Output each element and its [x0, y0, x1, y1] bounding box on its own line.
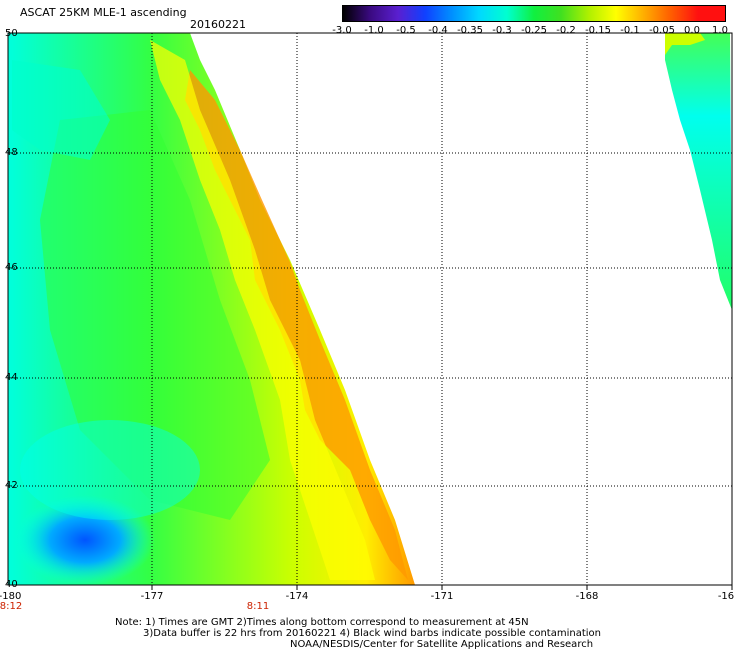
swath-blue-area — [15, 495, 155, 585]
map-frame — [7, 32, 733, 586]
colorbar-tick-label: -3.0 — [332, 25, 352, 36]
colorbar-tick-label: -0.25 — [521, 25, 547, 36]
lon-label: -177 — [140, 591, 164, 602]
swath-cyan-area — [20, 420, 200, 520]
colorbar-segment — [643, 6, 671, 21]
lat-label: 42 — [5, 480, 18, 491]
time-label: 8:11 — [246, 601, 270, 612]
colorbar-tick-label: -0.15 — [585, 25, 611, 36]
lon-label: -171 — [430, 591, 454, 602]
lon-label: -168 — [575, 591, 599, 602]
colorbar-segment — [452, 6, 480, 21]
swath-green-patch — [40, 110, 270, 520]
colorbar-tick-label: -0.2 — [556, 25, 576, 36]
colorbar-tick-label: -0.3 — [492, 25, 512, 36]
note-line-2: 3)Data buffer is 22 hrs from 20160221 4)… — [143, 628, 601, 639]
lat-label: 40 — [5, 579, 18, 590]
map-title: ASCAT 25KM MLE-1 ascending — [20, 6, 187, 19]
colorbar-segment — [533, 6, 562, 21]
swath-right — [665, 33, 732, 310]
colorbar-segment — [424, 6, 453, 21]
grid-lines — [8, 33, 732, 585]
lon-label: -174 — [285, 591, 309, 602]
axis-ticks — [151, 585, 733, 590]
colorbar-segment — [397, 6, 425, 21]
map-date: 20160221 — [190, 18, 246, 31]
swath-yellow-band — [150, 40, 375, 580]
note-line-3: NOAA/NESDIS/Center for Satellite Applica… — [290, 639, 594, 650]
swath-right-yellow — [665, 33, 705, 55]
note-line-1: Note: 1) Times are GMT 2)Times along bot… — [115, 617, 529, 628]
lat-label: 44 — [5, 372, 18, 383]
colorbar-segment — [506, 6, 534, 21]
colorbar-tick-label: -0.1 — [620, 25, 640, 36]
colorbar-tick-label: -1.0 — [364, 25, 384, 36]
lon-label: -16 — [717, 591, 735, 602]
colorbar-tick-label: 0.0 — [684, 25, 700, 36]
colorbar-segment — [588, 6, 616, 21]
colorbar-segment — [615, 6, 644, 21]
swath-cyan-patch — [12, 60, 110, 160]
colorbar-segment — [697, 6, 725, 21]
lat-label: 50 — [5, 28, 18, 39]
colorbar-tick-label: -0.35 — [457, 25, 483, 36]
colorbar-tick-label: -0.4 — [428, 25, 448, 36]
colorbar-tick-label: 1.0 — [712, 25, 728, 36]
lon-label: -180 — [0, 591, 22, 602]
lat-label: 46 — [5, 262, 18, 273]
colorbar — [342, 5, 726, 22]
colorbar-segment — [479, 6, 507, 21]
colorbar-segment — [670, 6, 698, 21]
colorbar-segment — [561, 6, 589, 21]
colorbar-tick-label: -0.5 — [396, 25, 416, 36]
lat-label: 48 — [5, 147, 18, 158]
colorbar-tick-label: -0.05 — [649, 25, 675, 36]
colorbar-segment — [370, 6, 398, 21]
time-label: 8:12 — [0, 601, 23, 612]
colorbar-segment — [343, 6, 371, 21]
